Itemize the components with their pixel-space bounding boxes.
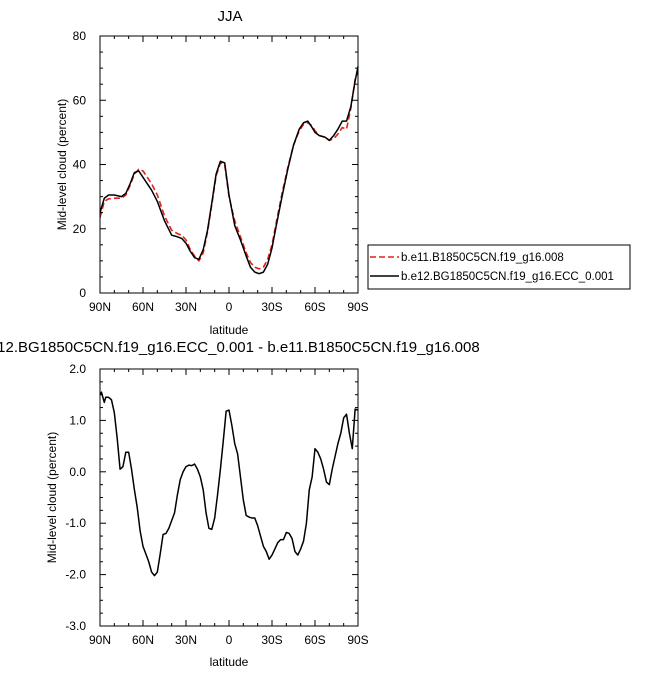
bottom-x-tick-label: 60S — [304, 633, 325, 647]
top-x-tick-label: 30N — [175, 300, 197, 314]
bottom-panel: b.e12.BG1850C5CN.f19_g16.ECC_0.001 - b.e… — [0, 339, 480, 669]
bottom-y-tick-label: 2.0 — [69, 362, 86, 376]
top-axis-ticks: 90N 60N 30N 0 30S 60S 90S 0 20 40 60 80 — [73, 29, 369, 314]
top-y-tick-label: 20 — [73, 222, 87, 236]
bottom-y-axis-label: Mid-level cloud (percent) — [45, 432, 59, 563]
top-series-line-0 — [99, 72, 359, 270]
top-y-tick-label: 0 — [79, 286, 86, 300]
top-panel-title: JJA — [217, 8, 242, 25]
top-x-tick-label: 0 — [226, 300, 233, 314]
bottom-y-tick-label: 1.0 — [69, 413, 86, 427]
top-panel: JJA 90N 60N 30N 0 30S 60S 90S 0 20 40 60 80 latitud… — [55, 8, 631, 337]
bottom-series-line-0 — [99, 391, 359, 577]
top-x-tick-label: 60S — [304, 300, 325, 314]
top-x-tick-label: 60N — [132, 300, 154, 314]
bottom-x-tick-label: 90N — [89, 633, 111, 647]
bottom-x-axis-label: latitude — [210, 655, 249, 669]
bottom-axis-ticks: 90N 60N 30N 0 30S 60S 90S -3.0 -2.0 -1.0 0.0 1.0 2.0 — [65, 362, 368, 647]
bottom-y-tick-label: -1.0 — [65, 516, 86, 530]
top-y-tick-label: 80 — [73, 29, 87, 43]
legend-box — [367, 244, 631, 290]
bottom-x-tick-label: 60N — [132, 633, 154, 647]
top-x-axis-label: latitude — [210, 323, 249, 337]
bottom-x-tick-label: 30N — [175, 633, 197, 647]
bottom-y-tick-label: -3.0 — [65, 619, 86, 633]
bottom-series-lines — [99, 391, 359, 577]
bottom-y-tick-label: 0.0 — [69, 465, 86, 479]
top-x-tick-label: 90S — [347, 300, 368, 314]
bottom-x-tick-label: 30S — [261, 633, 282, 647]
top-series-line-1 — [99, 66, 359, 275]
top-x-tick-label: 30S — [261, 300, 282, 314]
bottom-x-tick-label: 90S — [347, 633, 368, 647]
bottom-panel-title: b.e12.BG1850C5CN.f19_g16.ECC_0.001 - b.e… — [0, 339, 480, 356]
top-x-tick-label: 90N — [89, 300, 111, 314]
legend-label-experiment: b.e12.BG1850C5CN.f19_g16.ECC_0.001 — [401, 271, 614, 283]
top-series-lines — [99, 66, 359, 275]
legend-label-control: b.e11.B1850C5CN.f19_g16.008 — [401, 252, 564, 264]
top-y-tick-label: 40 — [73, 158, 87, 172]
bottom-x-tick-label: 0 — [226, 633, 233, 647]
bottom-y-tick-label: -2.0 — [65, 568, 86, 582]
top-y-tick-label: 60 — [73, 93, 87, 107]
top-y-axis-label: Mid-level cloud (percent) — [55, 99, 69, 230]
